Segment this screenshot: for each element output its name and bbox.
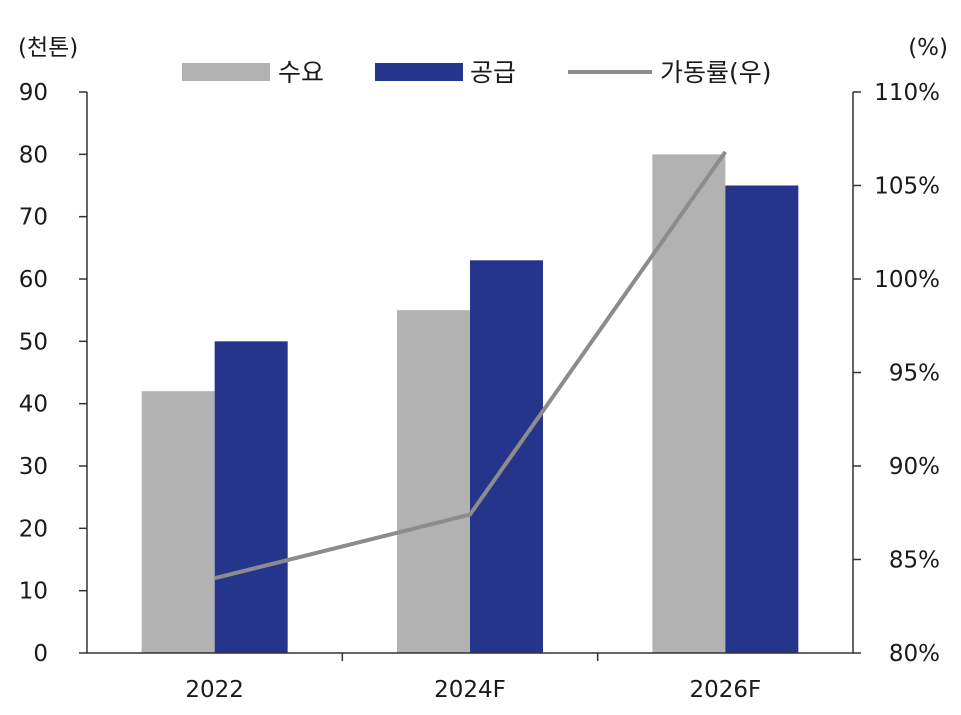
right-tick-label: 90% bbox=[889, 454, 940, 480]
left-tick-label: 50 bbox=[19, 329, 48, 355]
bars bbox=[141, 154, 799, 654]
left-axis-ticks: 0 10 20 30 40 50 60 70 80 90 bbox=[19, 80, 87, 667]
bar-supply bbox=[725, 185, 799, 653]
left-tick-label: 60 bbox=[19, 267, 48, 293]
left-tick-label: 70 bbox=[19, 205, 48, 231]
legend-supply-label: 공급 bbox=[470, 58, 516, 87]
right-axis-ticks: 80% 85% 90% 95% 100% 105% 110% bbox=[853, 80, 940, 667]
right-tick-label: 95% bbox=[889, 361, 940, 387]
legend-utilization-label: 가동률(우) bbox=[660, 58, 772, 87]
legend-demand-swatch bbox=[182, 63, 270, 81]
x-tick-label: 2022 bbox=[185, 677, 244, 703]
bar-demand bbox=[652, 154, 726, 654]
right-tick-label: 105% bbox=[874, 174, 940, 200]
right-tick-label: 100% bbox=[874, 267, 940, 293]
legend: 수요 공급 가동률(우) bbox=[182, 58, 772, 87]
bar-supply bbox=[214, 341, 288, 653]
x-tick-label: 2026F bbox=[689, 677, 761, 703]
utilization-line bbox=[214, 150, 727, 581]
left-tick-label: 40 bbox=[19, 392, 48, 418]
left-axis-unit: (천톤) bbox=[18, 35, 78, 61]
right-tick-label: 80% bbox=[889, 641, 940, 667]
bar-demand bbox=[141, 391, 215, 653]
left-tick-label: 0 bbox=[33, 641, 48, 667]
x-tick-label: 2024F bbox=[434, 677, 506, 703]
left-tick-label: 30 bbox=[19, 454, 48, 480]
right-axis-unit: (%) bbox=[908, 35, 948, 61]
left-tick-label: 10 bbox=[19, 579, 48, 605]
left-tick-label: 80 bbox=[19, 142, 48, 168]
right-tick-label: 85% bbox=[889, 548, 940, 574]
left-tick-label: 90 bbox=[19, 80, 48, 106]
legend-supply-swatch bbox=[375, 63, 463, 81]
left-tick-label: 20 bbox=[19, 516, 48, 542]
line-series bbox=[214, 150, 727, 581]
right-tick-label: 110% bbox=[874, 80, 940, 106]
bar-demand bbox=[397, 310, 470, 653]
bar-supply bbox=[470, 260, 543, 653]
legend-demand-label: 수요 bbox=[278, 58, 324, 87]
x-axis-labels: 2022 2024F 2026F bbox=[185, 677, 761, 703]
axes bbox=[86, 92, 854, 661]
